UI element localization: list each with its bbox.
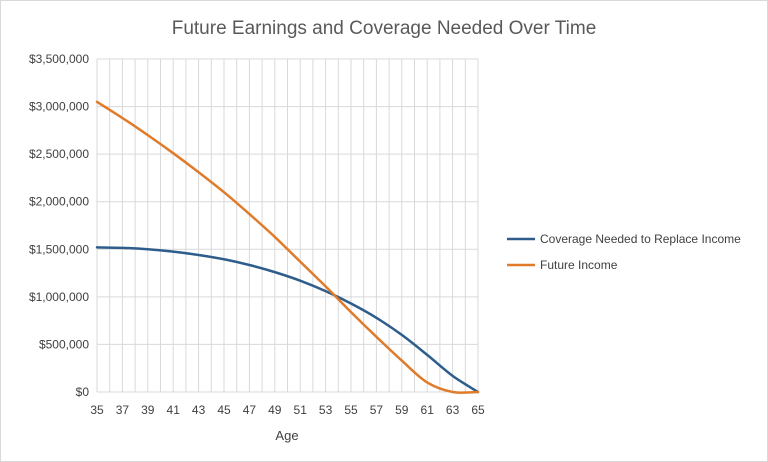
legend-label: Coverage Needed to Replace Income — [540, 232, 741, 246]
x-tick-label: 59 — [395, 403, 409, 417]
y-tick-label: $2,000,000 — [29, 195, 89, 209]
y-tick-label: $500,000 — [39, 337, 89, 351]
x-tick-label: 65 — [471, 403, 485, 417]
x-tick-label: 41 — [167, 403, 181, 417]
x-tick-label: 51 — [294, 403, 308, 417]
x-tick-label: 43 — [192, 403, 206, 417]
series-line-future-income — [95, 100, 480, 394]
y-tick-label: $3,500,000 — [29, 52, 89, 66]
x-tick-label: 57 — [370, 403, 384, 417]
x-tick-label: 45 — [217, 403, 231, 417]
y-tick-label: $0 — [76, 385, 90, 399]
x-tick-label: 37 — [116, 403, 130, 417]
x-tick-label: 53 — [319, 403, 333, 417]
legend: Coverage Needed to Replace Income Future … — [507, 232, 741, 272]
y-tick-label: $3,000,000 — [29, 100, 89, 114]
x-axis-ticks: 35 37 39 41 43 45 47 49 51 53 55 57 59 61 63 65 — [90, 403, 485, 417]
x-tick-label: 55 — [344, 403, 358, 417]
x-tick-label: 39 — [141, 403, 155, 417]
y-tick-label: $1,000,000 — [29, 290, 89, 304]
series-lines — [95, 100, 480, 394]
y-axis-ticks: $0 $500,000 $1,000,000 $1,500,000 $2,000,000… — [29, 52, 89, 399]
y-tick-label: $2,500,000 — [29, 147, 89, 161]
x-tick-label: 63 — [446, 403, 460, 417]
y-tick-label: $1,500,000 — [29, 242, 89, 256]
x-axis-label: Age — [275, 428, 298, 443]
x-tick-label: 49 — [268, 403, 282, 417]
legend-label: Future Income — [540, 258, 618, 272]
chart-title: Future Earnings and Coverage Needed Over… — [172, 18, 597, 39]
series-line-coverage-needed — [95, 246, 480, 394]
x-tick-label: 35 — [90, 403, 104, 417]
x-tick-label: 61 — [421, 403, 435, 417]
x-tick-label: 47 — [243, 403, 257, 417]
